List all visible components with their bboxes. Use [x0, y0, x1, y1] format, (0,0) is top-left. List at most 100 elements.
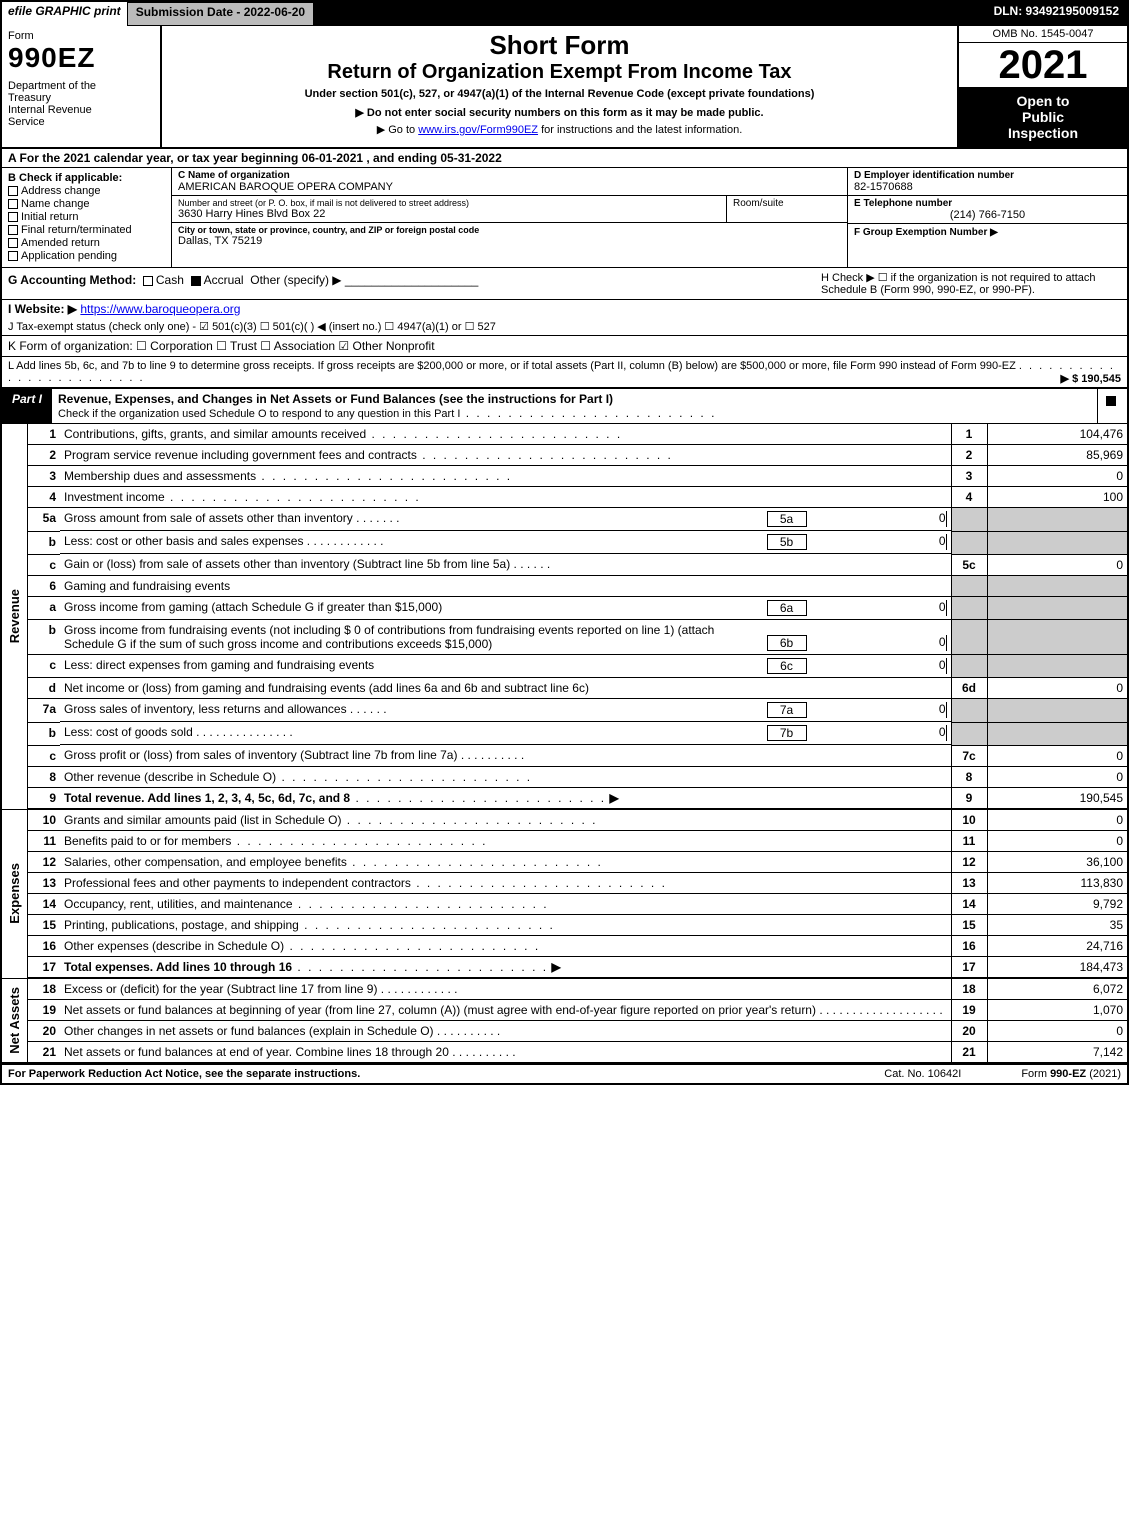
room-suite-label: Room/suite: [727, 196, 847, 222]
section-c: C Name of organization AMERICAN BAROQUE …: [172, 168, 847, 267]
org-name: AMERICAN BAROQUE OPERA COMPANY: [178, 181, 841, 193]
section-g-h: H Check ▶ ☐ if the organization is not r…: [2, 268, 1127, 300]
omb-number: OMB No. 1545-0047: [959, 26, 1127, 43]
phone-value: (214) 766-7150: [854, 209, 1121, 221]
revenue-section: Revenue 1Contributions, gifts, grants, a…: [2, 424, 1127, 810]
header-left: Form 990EZ Department of theTreasuryInte…: [2, 26, 162, 147]
c-addr-label: Number and street (or P. O. box, if mail…: [178, 198, 720, 208]
chk-application-pending[interactable]: Application pending: [8, 250, 165, 262]
revenue-table: 1Contributions, gifts, grants, and simil…: [28, 424, 1127, 810]
section-e: E Telephone number (214) 766-7150: [848, 196, 1127, 224]
part-i-check[interactable]: [1097, 389, 1127, 423]
line-8: 8Other revenue (describe in Schedule O)8…: [28, 766, 1127, 787]
dln-label: DLN: 93492195009152: [986, 2, 1127, 26]
ein-value: 82-1570688: [854, 181, 1121, 193]
street-address: 3630 Harry Hines Blvd Box 22: [178, 208, 720, 220]
line-13: 13Professional fees and other payments t…: [28, 872, 1127, 893]
section-i-j: I Website: ▶ https://www.baroqueopera.or…: [2, 300, 1127, 336]
tax-year: 2021: [959, 43, 1127, 87]
chk-name-change[interactable]: Name change: [8, 198, 165, 210]
city-state-zip: Dallas, TX 75219: [178, 235, 841, 247]
c-city-box: City or town, state or province, country…: [172, 223, 847, 249]
title-short: Short Form: [170, 30, 949, 61]
netassets-side-label: Net Assets: [2, 979, 28, 1063]
title-main: Return of Organization Exempt From Incom…: [170, 61, 949, 84]
line-3: 3Membership dues and assessments30: [28, 466, 1127, 487]
line-6a: aGross income from gaming (attach Schedu…: [28, 596, 1127, 620]
line-7c: cGross profit or (loss) from sales of in…: [28, 745, 1127, 766]
department-label: Department of theTreasuryInternal Revenu…: [8, 80, 154, 128]
c-name-label: C Name of organization: [178, 170, 841, 181]
c-name-box: C Name of organization AMERICAN BAROQUE …: [172, 168, 847, 196]
chk-accrual[interactable]: [191, 276, 201, 286]
header-right: OMB No. 1545-0047 2021 Open toPublicInsp…: [957, 26, 1127, 147]
line-6b: bGross income from fundraising events (n…: [28, 620, 1127, 655]
line-2: 2Program service revenue including gover…: [28, 445, 1127, 466]
form-ref: Form 990-EZ (2021): [1021, 1068, 1121, 1080]
header-mid: Short Form Return of Organization Exempt…: [162, 26, 957, 147]
section-i: I Website: ▶ https://www.baroqueopera.or…: [8, 300, 1121, 318]
line-7b: bLess: cost of goods sold . . . . . . . …: [28, 722, 1127, 745]
line-7a: 7aGross sales of inventory, less returns…: [28, 699, 1127, 723]
line-12: 12Salaries, other compensation, and empl…: [28, 851, 1127, 872]
section-f: F Group Exemption Number ▶: [848, 224, 1127, 240]
line-1: 1Contributions, gifts, grants, and simil…: [28, 424, 1127, 445]
line-5b: bLess: cost or other basis and sales exp…: [28, 531, 1127, 554]
expenses-section: Expenses 10Grants and similar amounts pa…: [2, 810, 1127, 979]
b-label: B Check if applicable:: [8, 172, 165, 184]
line-6c: cLess: direct expenses from gaming and f…: [28, 655, 1127, 678]
section-def: D Employer identification number 82-1570…: [847, 168, 1127, 267]
paperwork-notice: For Paperwork Reduction Act Notice, see …: [8, 1068, 360, 1080]
line-5c: cGain or (loss) from sale of assets othe…: [28, 554, 1127, 575]
section-bcdef-row: B Check if applicable: Address change Na…: [2, 168, 1127, 268]
goto-line: ▶ Go to www.irs.gov/Form990EZ for instru…: [170, 123, 949, 136]
part-i-header: Part I Revenue, Expenses, and Changes in…: [2, 389, 1127, 424]
c-address-row: Number and street (or P. O. box, if mail…: [172, 196, 847, 223]
netassets-table: 18Excess or (deficit) for the year (Subt…: [28, 979, 1127, 1063]
section-d: D Employer identification number 82-1570…: [848, 168, 1127, 196]
e-label: E Telephone number: [854, 198, 1121, 209]
c-city-label: City or town, state or province, country…: [178, 225, 841, 235]
line-9: 9Total revenue. Add lines 1, 2, 3, 4, 5c…: [28, 787, 1127, 809]
form-header: Form 990EZ Department of theTreasuryInte…: [2, 26, 1127, 149]
line-20: 20Other changes in net assets or fund ba…: [28, 1020, 1127, 1041]
chk-initial-return[interactable]: Initial return: [8, 211, 165, 223]
section-j: J Tax-exempt status (check only one) - ☑…: [8, 318, 1121, 335]
top-bar: efile GRAPHIC print Submission Date - 20…: [2, 2, 1127, 26]
part-i-tag: Part I: [2, 389, 52, 423]
subtitle: Under section 501(c), 527, or 4947(a)(1)…: [170, 88, 949, 100]
section-h: H Check ▶ ☐ if the organization is not r…: [821, 271, 1121, 296]
chk-address-change[interactable]: Address change: [8, 185, 165, 197]
ssn-warning: ▶ Do not enter social security numbers o…: [170, 106, 949, 119]
line-4: 4Investment income4100: [28, 487, 1127, 508]
line-10: 10Grants and similar amounts paid (list …: [28, 810, 1127, 831]
efile-print-label: efile GRAPHIC print: [2, 2, 127, 26]
line-15: 15Printing, publications, postage, and s…: [28, 914, 1127, 935]
open-public-inspection: Open toPublicInspection: [959, 87, 1127, 147]
line-14: 14Occupancy, rent, utilities, and mainte…: [28, 893, 1127, 914]
revenue-side-label: Revenue: [2, 424, 28, 810]
line-11: 11Benefits paid to or for members110: [28, 830, 1127, 851]
website-link[interactable]: https://www.baroqueopera.org: [80, 302, 240, 316]
irs-link[interactable]: www.irs.gov/Form990EZ: [418, 124, 538, 136]
cat-no: Cat. No. 10642I: [884, 1068, 961, 1080]
expenses-table: 10Grants and similar amounts paid (list …: [28, 810, 1127, 979]
expenses-side-label: Expenses: [2, 810, 28, 979]
section-a: A For the 2021 calendar year, or tax yea…: [2, 149, 1127, 168]
chk-cash[interactable]: [143, 276, 153, 286]
page-footer: For Paperwork Reduction Act Notice, see …: [2, 1063, 1127, 1083]
part-i-title: Revenue, Expenses, and Changes in Net As…: [52, 389, 1097, 423]
submission-date-label: Submission Date - 2022-06-20: [127, 2, 314, 26]
line-21: 21Net assets or fund balances at end of …: [28, 1041, 1127, 1062]
f-label: F Group Exemption Number ▶: [854, 227, 998, 238]
line-5a: 5aGross amount from sale of assets other…: [28, 508, 1127, 532]
line-17: 17Total expenses. Add lines 10 through 1…: [28, 956, 1127, 978]
form-990ez-page: efile GRAPHIC print Submission Date - 20…: [0, 0, 1129, 1085]
d-label: D Employer identification number: [854, 170, 1121, 181]
chk-amended-return[interactable]: Amended return: [8, 237, 165, 249]
section-b: B Check if applicable: Address change Na…: [2, 168, 172, 267]
c-addr-box: Number and street (or P. O. box, if mail…: [172, 196, 727, 222]
chk-final-return[interactable]: Final return/terminated: [8, 224, 165, 236]
line-6: 6Gaming and fundraising events: [28, 575, 1127, 596]
line-16: 16Other expenses (describe in Schedule O…: [28, 935, 1127, 956]
